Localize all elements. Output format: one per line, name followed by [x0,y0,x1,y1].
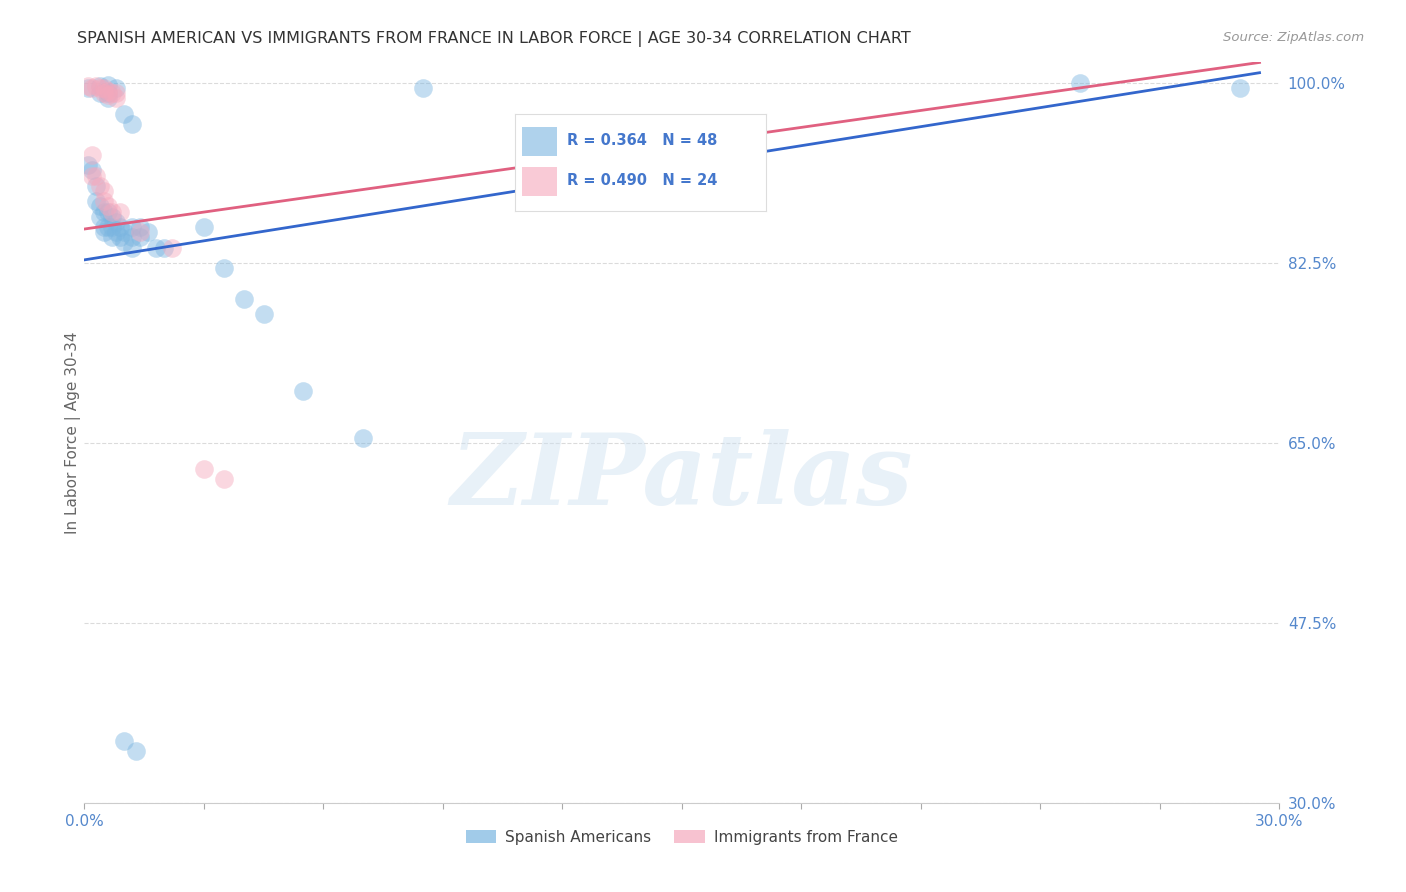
Point [89,178,111,193]
Point [86,169,108,183]
Point [412,81,434,95]
Point [292,384,315,399]
Point [129,230,152,244]
Legend: Spanish Americans, Immigrants from France: Spanish Americans, Immigrants from Franc… [460,823,904,851]
Point [82,169,104,183]
Point [193,461,215,475]
Point [136,225,159,239]
Point [352,431,374,445]
Point [145,240,167,255]
Point [129,219,152,234]
Point [105,87,128,101]
Point [93,184,115,198]
Point [1069,76,1091,90]
Point [77,81,100,95]
Point [125,744,148,758]
Point [101,87,124,101]
Point [89,210,111,224]
Text: Source: ZipAtlas.com: Source: ZipAtlas.com [1223,31,1364,45]
Point [86,79,108,94]
Point [82,148,104,162]
Point [97,84,120,98]
Point [112,107,135,121]
Point [232,292,254,306]
Point [93,204,115,219]
Point [97,204,120,219]
Point [110,204,132,219]
Point [97,87,120,101]
Text: SPANISH AMERICAN VS IMMIGRANTS FROM FRANCE IN LABOR FORCE | AGE 30-34 CORRELATIO: SPANISH AMERICAN VS IMMIGRANTS FROM FRAN… [77,31,911,47]
Point [121,240,143,255]
Point [112,225,135,239]
Point [105,91,128,105]
Point [105,225,128,239]
Point [86,178,108,193]
Point [1229,81,1251,95]
Point [121,230,143,244]
Point [82,81,104,95]
Point [89,81,111,95]
Point [101,230,124,244]
Point [105,215,128,229]
Point [93,87,115,101]
Point [112,235,135,250]
Point [112,734,135,748]
Point [153,240,176,255]
Point [93,225,115,239]
Point [77,79,100,94]
Point [97,88,120,103]
Point [93,194,115,209]
Point [93,81,115,95]
Point [82,163,104,178]
Point [105,81,128,95]
Point [89,87,111,101]
Point [121,117,143,131]
Point [110,219,132,234]
Point [101,204,124,219]
Y-axis label: In Labor Force | Age 30-34: In Labor Force | Age 30-34 [65,331,82,534]
Point [97,199,120,213]
Point [86,194,108,209]
Point [77,158,100,172]
Point [121,219,143,234]
Point [89,79,111,94]
Point [160,240,183,255]
Point [110,230,132,244]
Point [97,219,120,234]
Point [193,219,215,234]
Point [101,219,124,234]
Point [93,219,115,234]
Text: ZIPatlas: ZIPatlas [451,429,912,525]
Point [97,78,120,92]
Point [212,472,235,486]
Point [129,225,152,239]
Point [253,307,276,321]
Point [212,261,235,276]
Point [97,91,120,105]
Point [101,210,124,224]
Point [89,199,111,213]
